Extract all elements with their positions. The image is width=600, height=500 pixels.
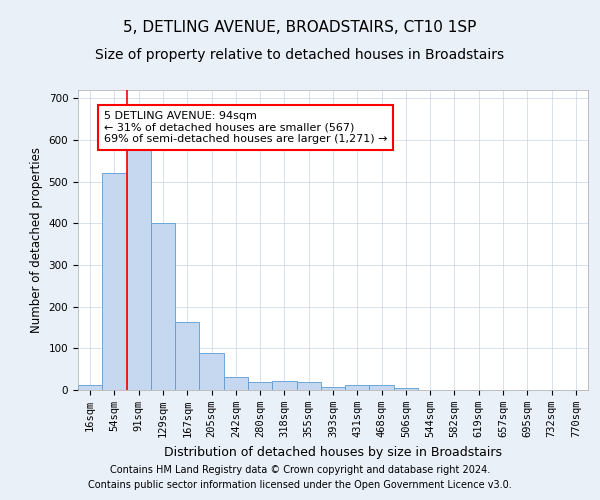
Bar (345, 385, 370, 390)
Text: 5, DETLING AVENUE, BROADSTAIRS, CT10 1SP: 5, DETLING AVENUE, BROADSTAIRS, CT10 1SP (124, 20, 476, 35)
Bar (224, 376, 248, 390)
Bar (151, 224, 175, 390)
Bar (78, 384, 102, 390)
Y-axis label: Number of detached properties: Number of detached properties (30, 147, 43, 333)
X-axis label: Distribution of detached houses by size in Broadstairs: Distribution of detached houses by size … (164, 446, 502, 458)
Bar (394, 388, 418, 390)
Bar (296, 382, 321, 390)
Bar (321, 386, 345, 390)
Text: Contains public sector information licensed under the Open Government Licence v3: Contains public sector information licen… (88, 480, 512, 490)
Bar (199, 354, 224, 390)
Bar (370, 385, 394, 390)
Text: 5 DETLING AVENUE: 94sqm
← 31% of detached houses are smaller (567)
69% of semi-d: 5 DETLING AVENUE: 94sqm ← 31% of detache… (104, 111, 387, 144)
Text: Size of property relative to detached houses in Broadstairs: Size of property relative to detached ho… (95, 48, 505, 62)
Bar (102, 174, 127, 390)
Bar (248, 382, 272, 390)
Text: Contains HM Land Registry data © Crown copyright and database right 2024.: Contains HM Land Registry data © Crown c… (110, 465, 490, 475)
Bar (127, 148, 151, 390)
Bar (272, 381, 296, 390)
Bar (175, 322, 199, 390)
